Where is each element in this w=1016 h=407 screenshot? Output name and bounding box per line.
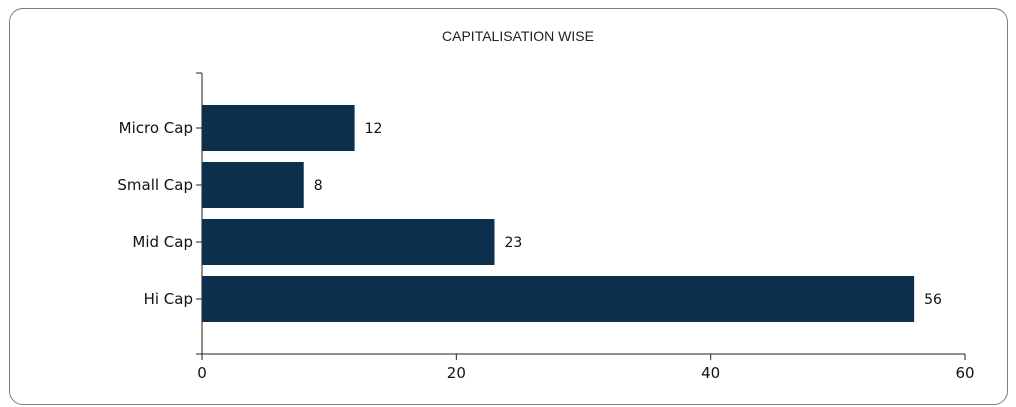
chart-card <box>9 8 1008 405</box>
x-tick-label-1: 20 <box>447 364 466 382</box>
bar-3 <box>202 276 915 322</box>
category-label-0: Micro Cap <box>119 119 193 137</box>
bar-0 <box>202 105 355 151</box>
value-label-2: 23 <box>504 235 522 251</box>
value-label-0: 12 <box>365 121 383 137</box>
x-tick-label-2: 40 <box>701 364 720 382</box>
value-label-1: 8 <box>314 178 323 194</box>
plot-area: 0 20 40 60 Micro Cap 12 Small Cap 8 Mid Cap 23 Hi … <box>117 72 975 382</box>
chart-title: CAPITALISATION WISE <box>442 28 594 44</box>
value-label-3: 56 <box>924 292 942 308</box>
x-tick-label-0: 0 <box>197 364 207 382</box>
bar-2 <box>202 219 495 265</box>
category-label-1: Small Cap <box>117 176 193 194</box>
bar-1 <box>202 162 304 208</box>
category-label-3: Hi Cap <box>144 290 193 308</box>
x-tick-label-3: 60 <box>955 364 974 382</box>
category-label-2: Mid Cap <box>132 233 193 251</box>
